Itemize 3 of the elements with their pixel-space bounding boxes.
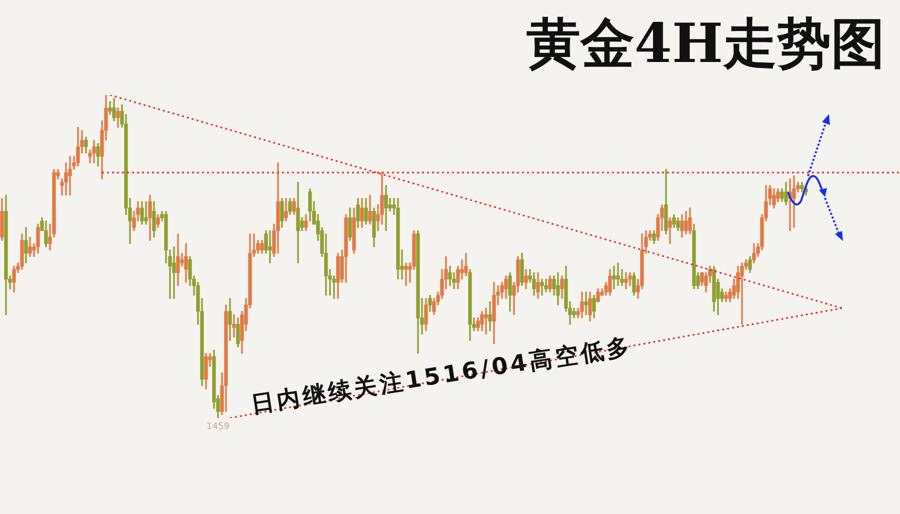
annotation: 日内继续关注1516/04高空低多	[249, 332, 634, 418]
annotation: 1459	[206, 422, 230, 432]
chart-title: 黄金4H走势图	[526, 11, 885, 75]
